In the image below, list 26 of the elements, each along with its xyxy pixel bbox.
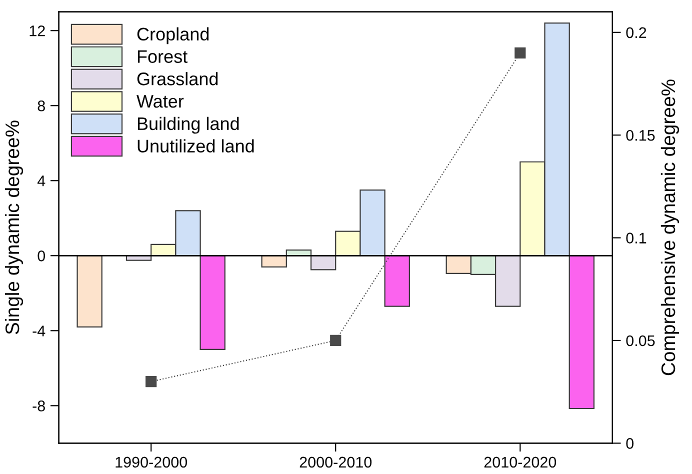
y-tick-label: -4 bbox=[32, 326, 46, 336]
y2-tick-label: 0.2 bbox=[626, 27, 646, 38]
legend-label: Cropland bbox=[137, 27, 209, 44]
y-tick-label: -8 bbox=[32, 400, 45, 412]
y-tick-label: 8 bbox=[38, 100, 45, 112]
x-tick-label: 1990-2000 bbox=[116, 456, 188, 468]
legend-label: Grassland bbox=[137, 72, 218, 86]
y-axis-title: Single dynamic degree% bbox=[4, 120, 24, 334]
point bbox=[514, 47, 526, 58]
y2-tick-label: 0.05 bbox=[626, 335, 655, 346]
bar bbox=[76, 255, 102, 328]
y2-tick-label: 0.15 bbox=[626, 130, 655, 141]
point bbox=[146, 376, 157, 388]
y-tick-label: 12 bbox=[30, 25, 45, 36]
x-tick-label: 2010-2020 bbox=[484, 456, 556, 468]
y2-tick-label: 0.1 bbox=[626, 232, 646, 244]
y-tick-label: 4 bbox=[37, 176, 46, 186]
legend-label: Forest bbox=[138, 50, 188, 63]
y-tick-label: 0 bbox=[38, 250, 46, 262]
legend-label: Building land bbox=[138, 116, 239, 134]
x-tick-label: 2000-2010 bbox=[300, 456, 372, 468]
y2-axis-title: Comprehensive dynamic degree% bbox=[660, 80, 680, 376]
point bbox=[330, 334, 342, 346]
legend-label: Water bbox=[136, 95, 184, 108]
y2-tick-label: 0 bbox=[626, 438, 634, 449]
legend-label: Unutilized land bbox=[138, 139, 254, 152]
